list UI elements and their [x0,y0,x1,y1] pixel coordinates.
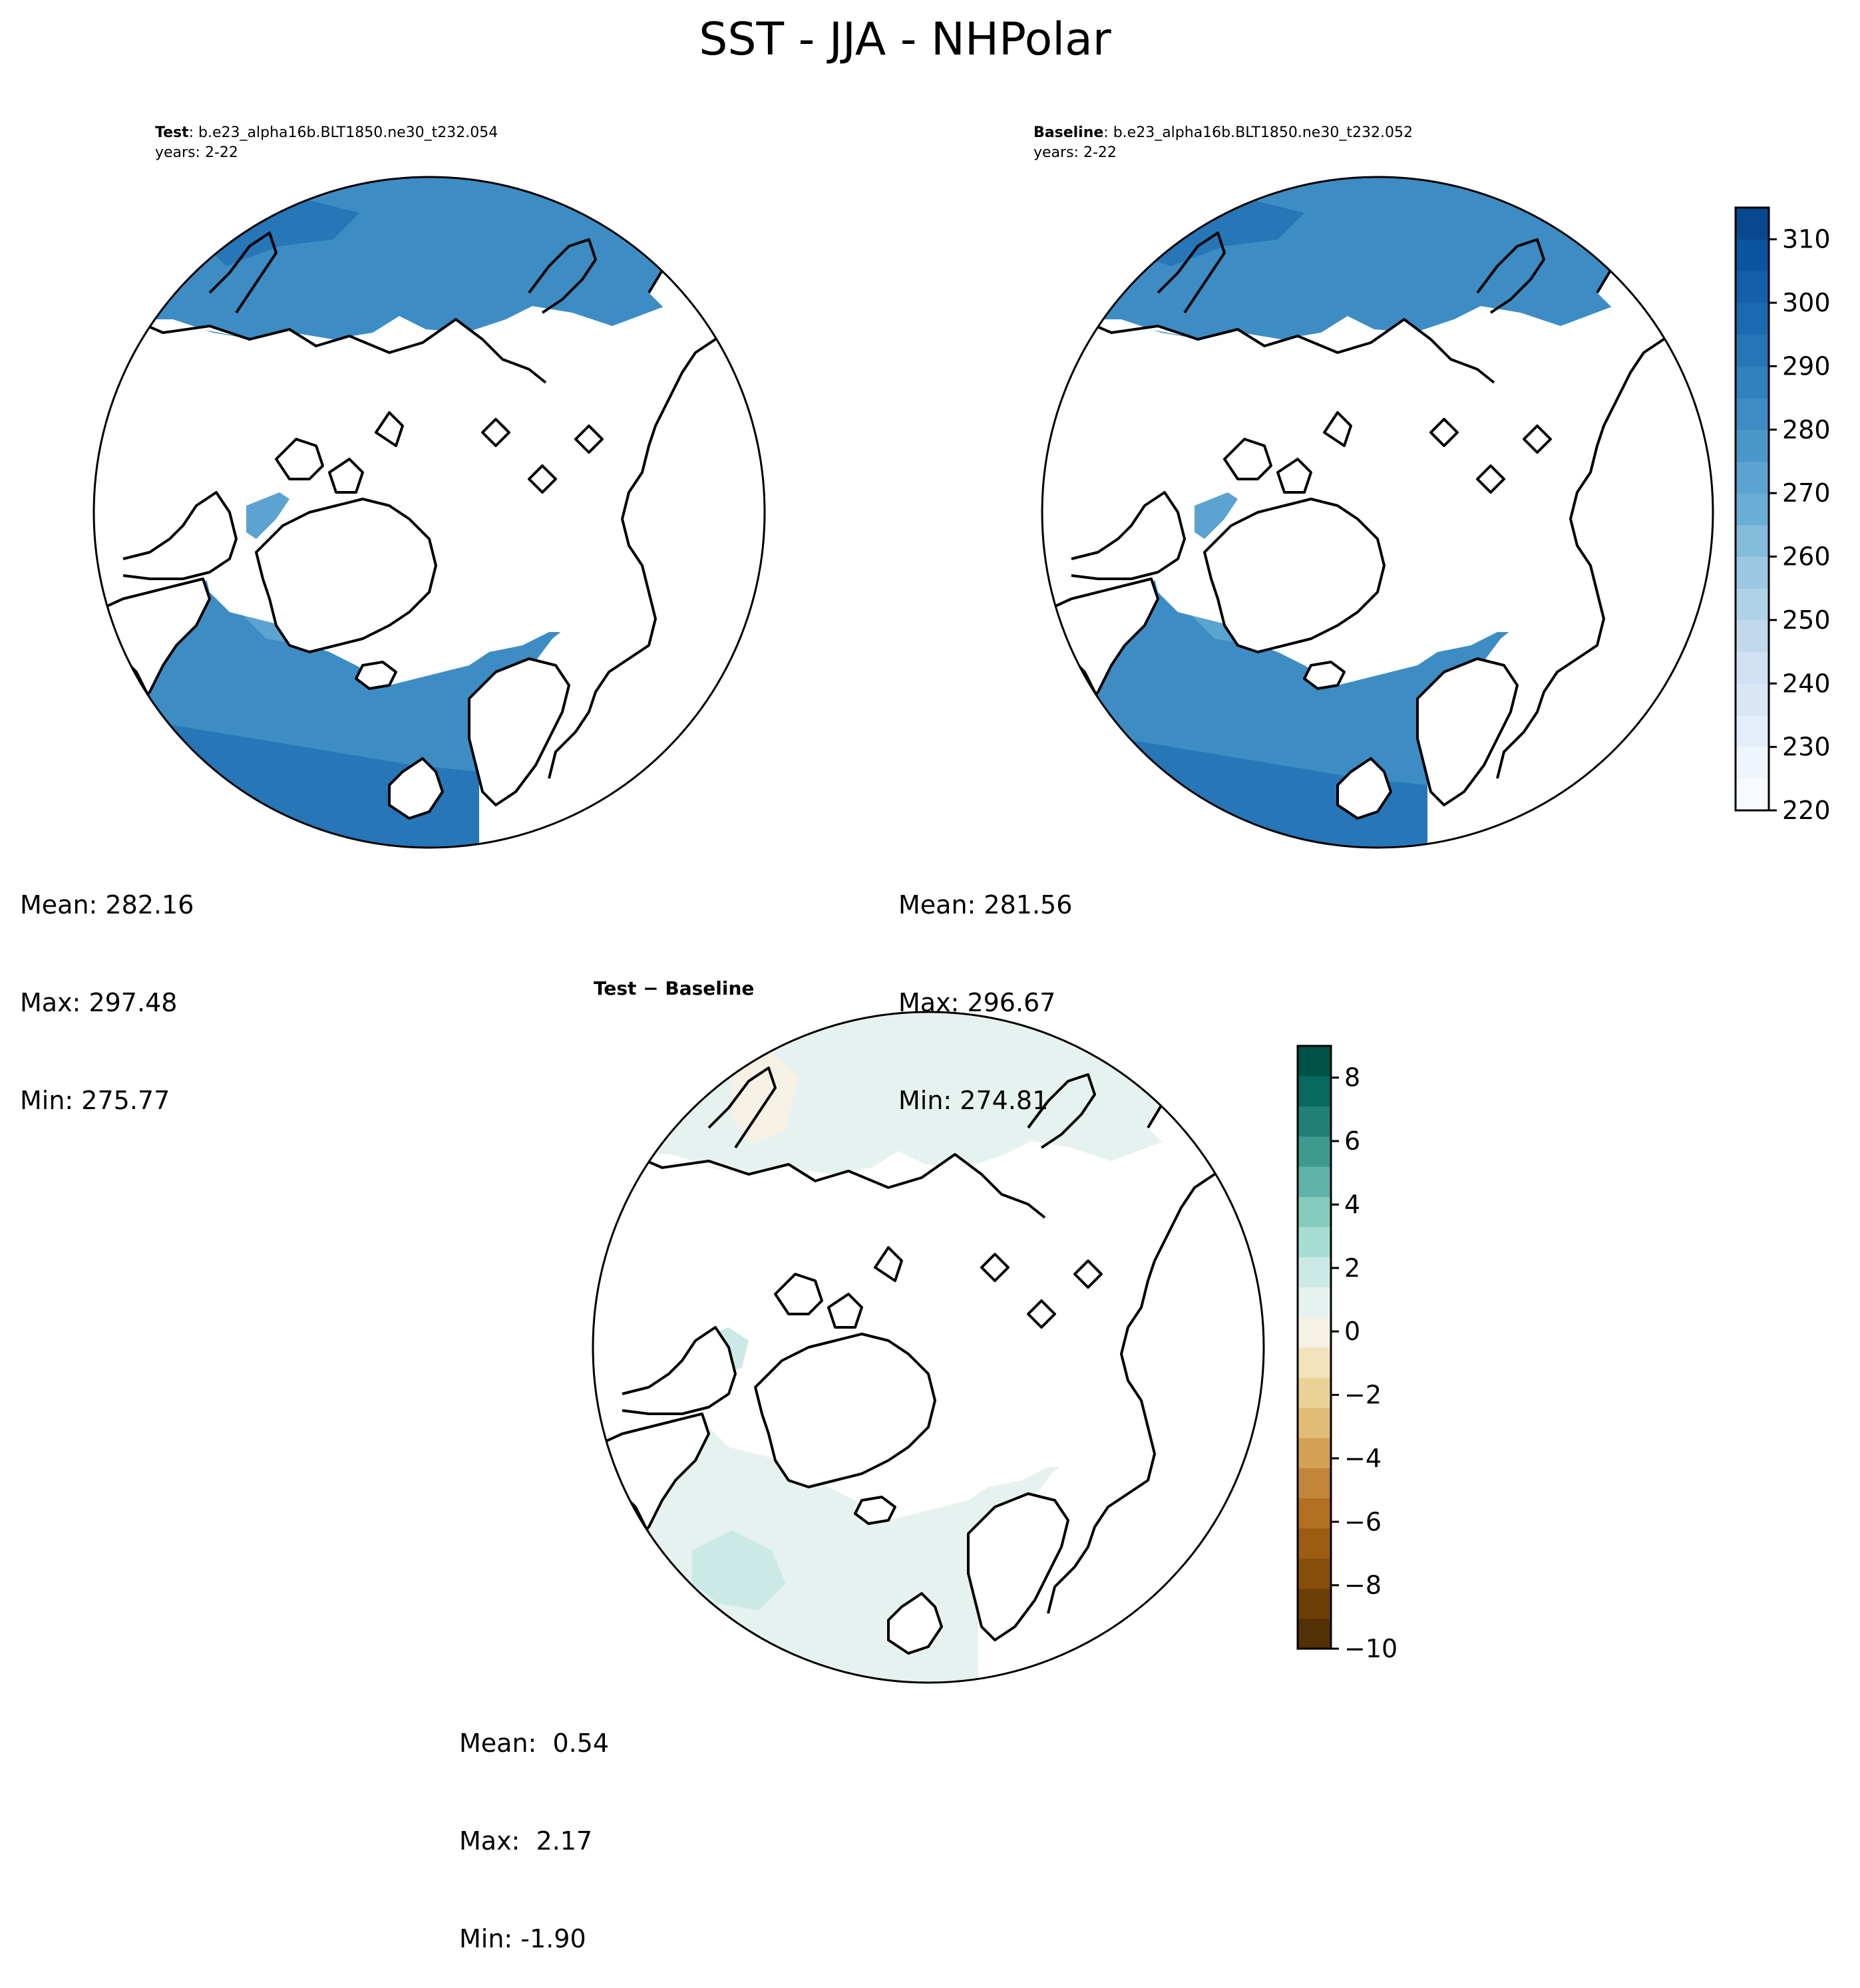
figure-title: SST - JJA - NHPolar [699,13,1111,66]
colorbar-main-tick-label: 290 [1782,351,1831,381]
colorbar-main-tick-label: 270 [1782,478,1831,508]
colorbar-diff-tick-label: −2 [1344,1381,1382,1410]
colorbar-diff-tick-label: 6 [1344,1126,1360,1156]
colorbar-diff-tick-label: −10 [1344,1634,1397,1663]
colorbar-main: 220 230 240 250 260 270 280 290 300 310 [1734,206,1831,825]
baseline-years: years: 2-22 [1033,144,1117,161]
baseline-stats: Mean: 281.56 Max: 296.67 Min: 274.81 [898,824,1072,1150]
colorbar-main-swatch [1736,588,1769,621]
colorbar-main-swatch [1736,651,1769,684]
colorbar-main-tick-label: 300 [1782,288,1831,317]
test-years: years: 2-22 [155,144,238,161]
colorbar-main-tick-label: 240 [1782,669,1831,698]
baseline-mean: Mean: 281.56 [898,890,1073,919]
colorbar-main-swatch [1736,746,1769,779]
test-label-bold: Test [155,124,189,141]
baseline-max: Max: 296.67 [898,988,1056,1017]
colorbar-diff-swatch [1298,1226,1331,1257]
colorbar-diff-tick-label: −8 [1344,1571,1382,1600]
colorbar-diff-swatch [1298,1046,1331,1077]
colorbar-main-swatch [1736,461,1769,494]
baseline-label-bold: Baseline [1033,124,1103,141]
baseline-label-rest: : b.e23_alpha16b.BLT1850.ne30_t232.052 [1103,124,1413,141]
colorbar-diff-swatch [1298,1347,1331,1378]
colorbar-diff-swatch [1298,1468,1331,1498]
test-label: Test: b.e23_alpha16b.BLT1850.ne30_t232.0… [155,124,498,141]
colorbar-diff-swatch [1298,1136,1331,1167]
colorbar-diff-swatch [1298,1558,1331,1589]
test-min: Min: 275.77 [20,1086,170,1115]
colorbar-diff-frame [1296,1045,1332,1650]
colorbar-main-tick-label: 280 [1782,415,1831,444]
colorbar-main-swatch [1736,556,1769,589]
colorbar-main-tick-label: 230 [1782,733,1831,762]
diff-map-boundary [592,1011,1265,1684]
baseline-min: Min: 274.81 [898,1086,1049,1115]
colorbar-main-swatch [1736,619,1769,653]
colorbar-diff-swatch [1298,1166,1331,1197]
colorbar-main-swatch [1736,683,1769,716]
test-mean: Mean: 282.16 [20,890,194,919]
colorbar-diff-swatch [1298,1196,1331,1228]
colorbar-main-swatch [1736,524,1769,558]
colorbar-diff-swatch [1298,1106,1331,1137]
colorbar-main-swatch [1736,303,1769,335]
colorbar-diff-swatch [1298,1257,1331,1287]
colorbar-diff-tick-label: 0 [1344,1317,1360,1346]
test-stats: Mean: 282.16 Max: 297.48 Min: 275.77 [20,824,194,1150]
colorbar-main-swatch [1736,271,1769,303]
colorbar-main-swatch [1736,715,1769,748]
colorbar-diff-tick-label: 8 [1344,1063,1360,1092]
figure: SST - JJA - NHPolar Test: b.e23_alpha16b… [93,13,1831,1684]
colorbar-diff: 8 6 4 2 0 −2 −4 −6 −8 −10 [1296,1045,1397,1663]
colorbar-diff-swatch [1298,1407,1331,1438]
colorbar-main-tick-label: 220 [1782,796,1831,825]
diff-label: Test − Baseline [594,977,754,999]
baseline-map [1042,177,1713,848]
colorbar-diff-swatch [1298,1377,1331,1408]
diff-ocean-atlantic-cool [692,1530,785,1610]
colorbar-diff-tick-label: −4 [1344,1444,1382,1473]
colorbar-diff-swatch [1298,1317,1331,1348]
baseline-label: Baseline: b.e23_alpha16b.BLT1850.ne30_t2… [1033,124,1413,141]
test-max: Max: 297.48 [20,988,178,1017]
diff-stats: Mean: 0.54 Max: 2.17 Min: -1.90 [459,1662,609,1988]
colorbar-diff-swatch [1298,1287,1331,1318]
baseline-panel: Baseline: b.e23_alpha16b.BLT1850.ne30_t2… [1033,124,1714,849]
colorbar-main-swatch [1736,239,1769,271]
colorbar-main-swatch [1736,429,1769,462]
colorbar-main-tick-label: 310 [1782,225,1831,254]
colorbar-diff-tick-label: 4 [1344,1190,1360,1219]
colorbar-main-swatch [1736,778,1769,811]
colorbar-diff-swatch [1298,1437,1331,1468]
baseline-map-boundary [1041,176,1714,849]
test-map-boundary [93,176,766,849]
test-panel: Test: b.e23_alpha16b.BLT1850.ne30_t232.0… [93,124,766,849]
colorbar-diff-swatch [1298,1498,1331,1529]
colorbar-diff-swatch [1298,1528,1331,1559]
colorbar-main-swatch [1736,398,1769,430]
colorbar-main-tick-label: 260 [1782,542,1831,572]
colorbar-main-frame [1734,206,1770,812]
colorbar-diff-swatch [1298,1618,1331,1649]
colorbar-main-tick-label: 250 [1782,605,1831,635]
colorbar-main-swatch [1736,493,1769,526]
colorbar-main-swatch [1736,366,1769,399]
colorbar-diff-swatch [1298,1076,1331,1107]
colorbar-main-swatch [1736,334,1769,367]
colorbar-diff-tick-label: −6 [1344,1507,1382,1536]
diff-mean: Mean: 0.54 [459,1729,610,1758]
diff-max: Max: 2.17 [459,1826,593,1856]
diff-ocean-pacific-warm [732,1051,799,1144]
test-label-rest: : b.e23_alpha16b.BLT1850.ne30_t232.054 [189,124,498,141]
colorbar-diff-swatch [1298,1588,1331,1619]
diff-min: Min: -1.90 [459,1924,586,1953]
colorbar-main-swatch [1736,208,1769,240]
colorbar-diff-tick-label: 2 [1344,1253,1360,1283]
test-map [94,177,765,848]
